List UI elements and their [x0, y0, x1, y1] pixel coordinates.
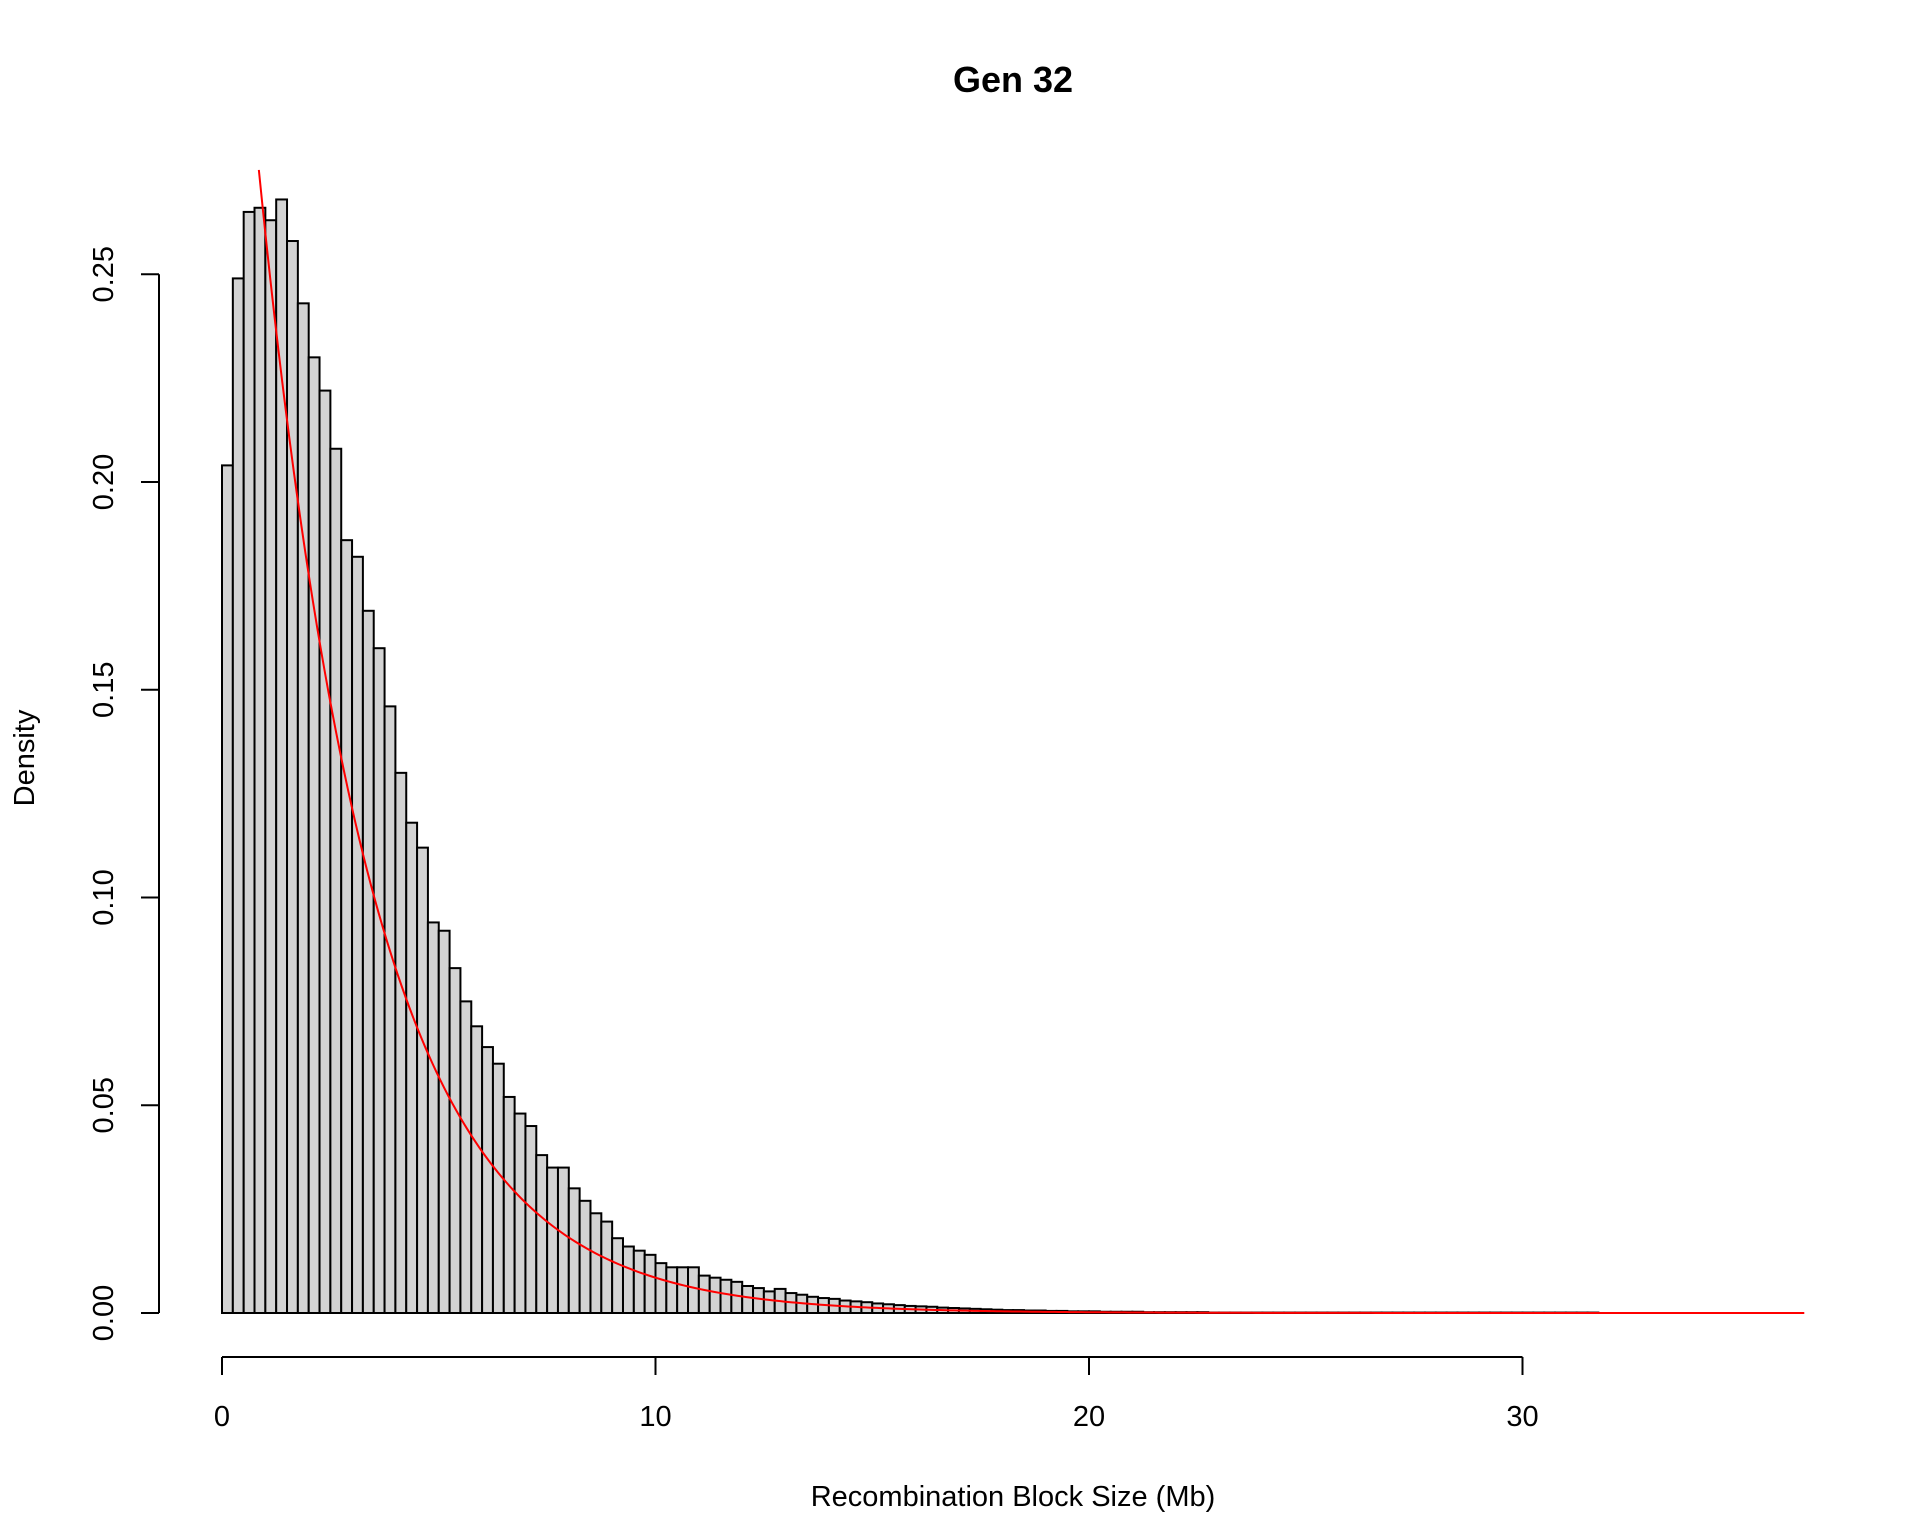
y-tick-label: 0.25	[88, 246, 120, 302]
histogram-bar	[459, 1000, 473, 1315]
histogram-bar	[556, 1166, 570, 1314]
histogram-bar	[296, 302, 310, 1314]
y-tick-label: 0.15	[88, 662, 120, 718]
histogram-bar	[275, 198, 289, 1315]
histogram-bar	[676, 1266, 690, 1315]
histogram-bar	[426, 921, 440, 1314]
histogram-bar	[481, 1046, 494, 1314]
histogram-bar	[242, 210, 256, 1314]
y-tick-label: 0.00	[88, 1285, 120, 1341]
histogram-bar	[372, 647, 386, 1314]
histogram-bar	[687, 1266, 700, 1315]
histogram-bar	[567, 1187, 581, 1314]
histogram-bar	[286, 240, 299, 1314]
y-tick-label: 0.10	[88, 869, 120, 925]
y-tick-label: 0.05	[88, 1077, 120, 1133]
histogram-bar	[448, 967, 462, 1314]
histogram-bar	[221, 464, 234, 1314]
x-tick-label: 0	[214, 1401, 230, 1433]
histogram-bar	[470, 1025, 484, 1315]
y-tick-label: 0.20	[88, 454, 120, 510]
histogram-bar	[340, 539, 354, 1314]
histogram-bar	[632, 1249, 646, 1315]
histogram-bar	[264, 219, 278, 1315]
chart-title: Gen 32	[953, 59, 1073, 100]
histogram-bar	[437, 929, 451, 1314]
histogram-bar	[524, 1125, 538, 1315]
histogram-bar	[741, 1284, 755, 1314]
histogram-bar	[578, 1199, 592, 1314]
histogram-bar	[752, 1287, 765, 1314]
histogram-bars	[221, 198, 1600, 1315]
histogram-bar	[546, 1166, 559, 1314]
histogram-bar	[351, 555, 364, 1314]
histogram-bar	[708, 1276, 722, 1315]
histogram-bar	[307, 356, 321, 1315]
histogram-bar	[730, 1280, 744, 1314]
histogram-bar	[253, 206, 267, 1314]
histogram-bar	[231, 277, 245, 1314]
histogram-bar	[491, 1062, 505, 1314]
histogram-bar	[535, 1154, 549, 1314]
histogram-bar	[394, 771, 408, 1314]
histogram-bar	[654, 1262, 668, 1315]
fitted-density-curve	[257, 169, 1805, 1314]
histogram-bar	[697, 1274, 711, 1314]
histogram-bar	[416, 846, 429, 1314]
histogram-bar	[762, 1290, 776, 1315]
x-tick-label: 30	[1506, 1401, 1538, 1433]
histogram-bar	[502, 1095, 516, 1314]
histogram-bar	[383, 705, 397, 1314]
histogram-bar	[405, 821, 419, 1315]
y-axis-label: Density	[9, 709, 41, 806]
histogram-bar	[513, 1112, 527, 1315]
histogram-bar	[589, 1212, 603, 1315]
histogram-bar	[665, 1266, 679, 1315]
histogram-bar	[329, 447, 343, 1314]
x-tick-label: 10	[639, 1401, 671, 1433]
histogram-bar	[643, 1253, 657, 1314]
x-tick-label: 20	[1073, 1401, 1105, 1433]
histogram-bar	[719, 1278, 733, 1315]
histogram-bar	[600, 1220, 614, 1314]
histogram-bar	[611, 1237, 624, 1314]
x-axis: 0 10 20 30	[214, 1356, 1539, 1433]
histogram-bar	[361, 609, 375, 1314]
histogram-bar	[621, 1245, 635, 1315]
x-axis-label: Recombination Block Size (Mb)	[811, 1481, 1216, 1513]
histogram-bar	[318, 389, 332, 1314]
y-axis: 0.00 0.05 0.10 0.15 0.20 0.25	[88, 246, 160, 1341]
